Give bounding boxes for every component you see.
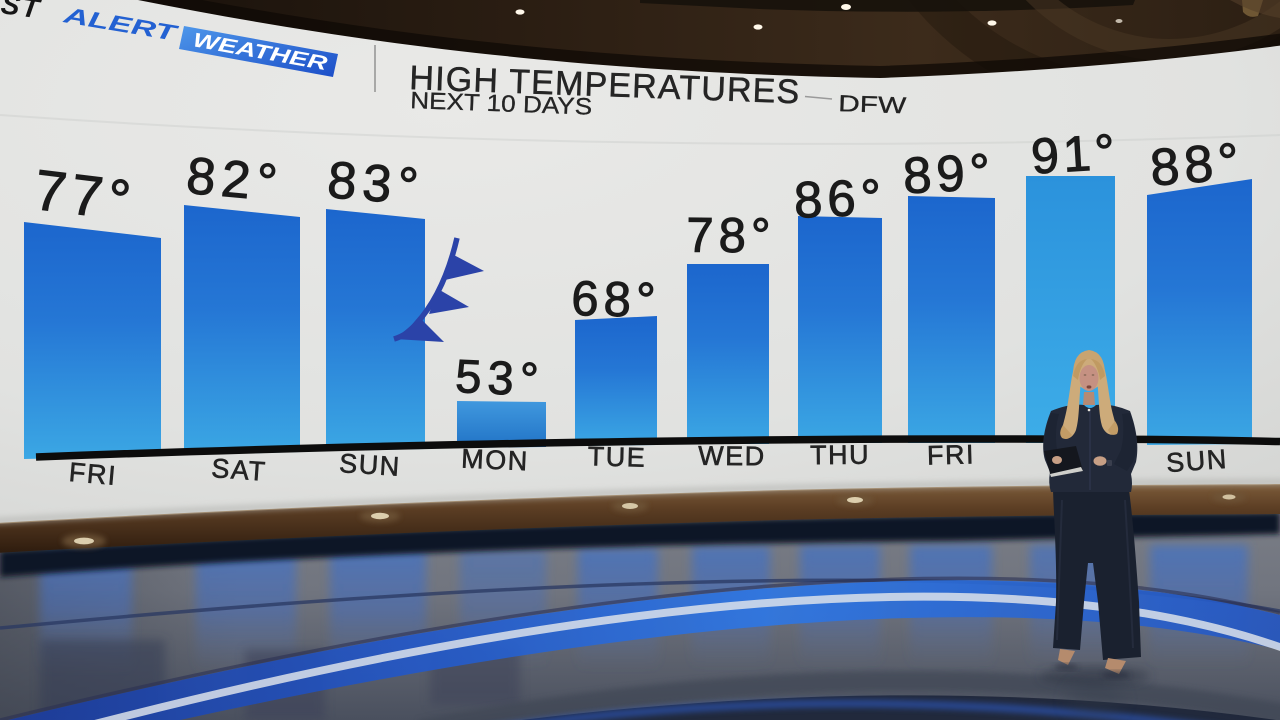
svg-text:78°: 78°: [686, 209, 776, 264]
svg-text:SUN: SUN: [1165, 444, 1228, 478]
svg-text:91°: 91°: [1030, 123, 1121, 184]
svg-text:88°: 88°: [1148, 132, 1246, 197]
svg-text:89°: 89°: [902, 143, 997, 205]
svg-text:83°: 83°: [325, 151, 426, 216]
svg-text:MON: MON: [461, 444, 530, 477]
svg-text:86°: 86°: [793, 168, 887, 228]
svg-text:FRI: FRI: [68, 457, 118, 491]
svg-text:68°: 68°: [571, 272, 661, 328]
svg-text:FRI: FRI: [927, 439, 976, 470]
svg-text:82°: 82°: [184, 147, 285, 213]
svg-text:THU: THU: [810, 440, 870, 471]
svg-text:SAT: SAT: [211, 453, 268, 487]
svg-text:WED: WED: [698, 441, 766, 472]
svg-text:SUN: SUN: [338, 448, 401, 482]
svg-text:53°: 53°: [454, 349, 545, 406]
svg-text:77°: 77°: [31, 158, 139, 234]
svg-text:DFW: DFW: [838, 90, 907, 118]
svg-text:TUE: TUE: [587, 441, 646, 473]
